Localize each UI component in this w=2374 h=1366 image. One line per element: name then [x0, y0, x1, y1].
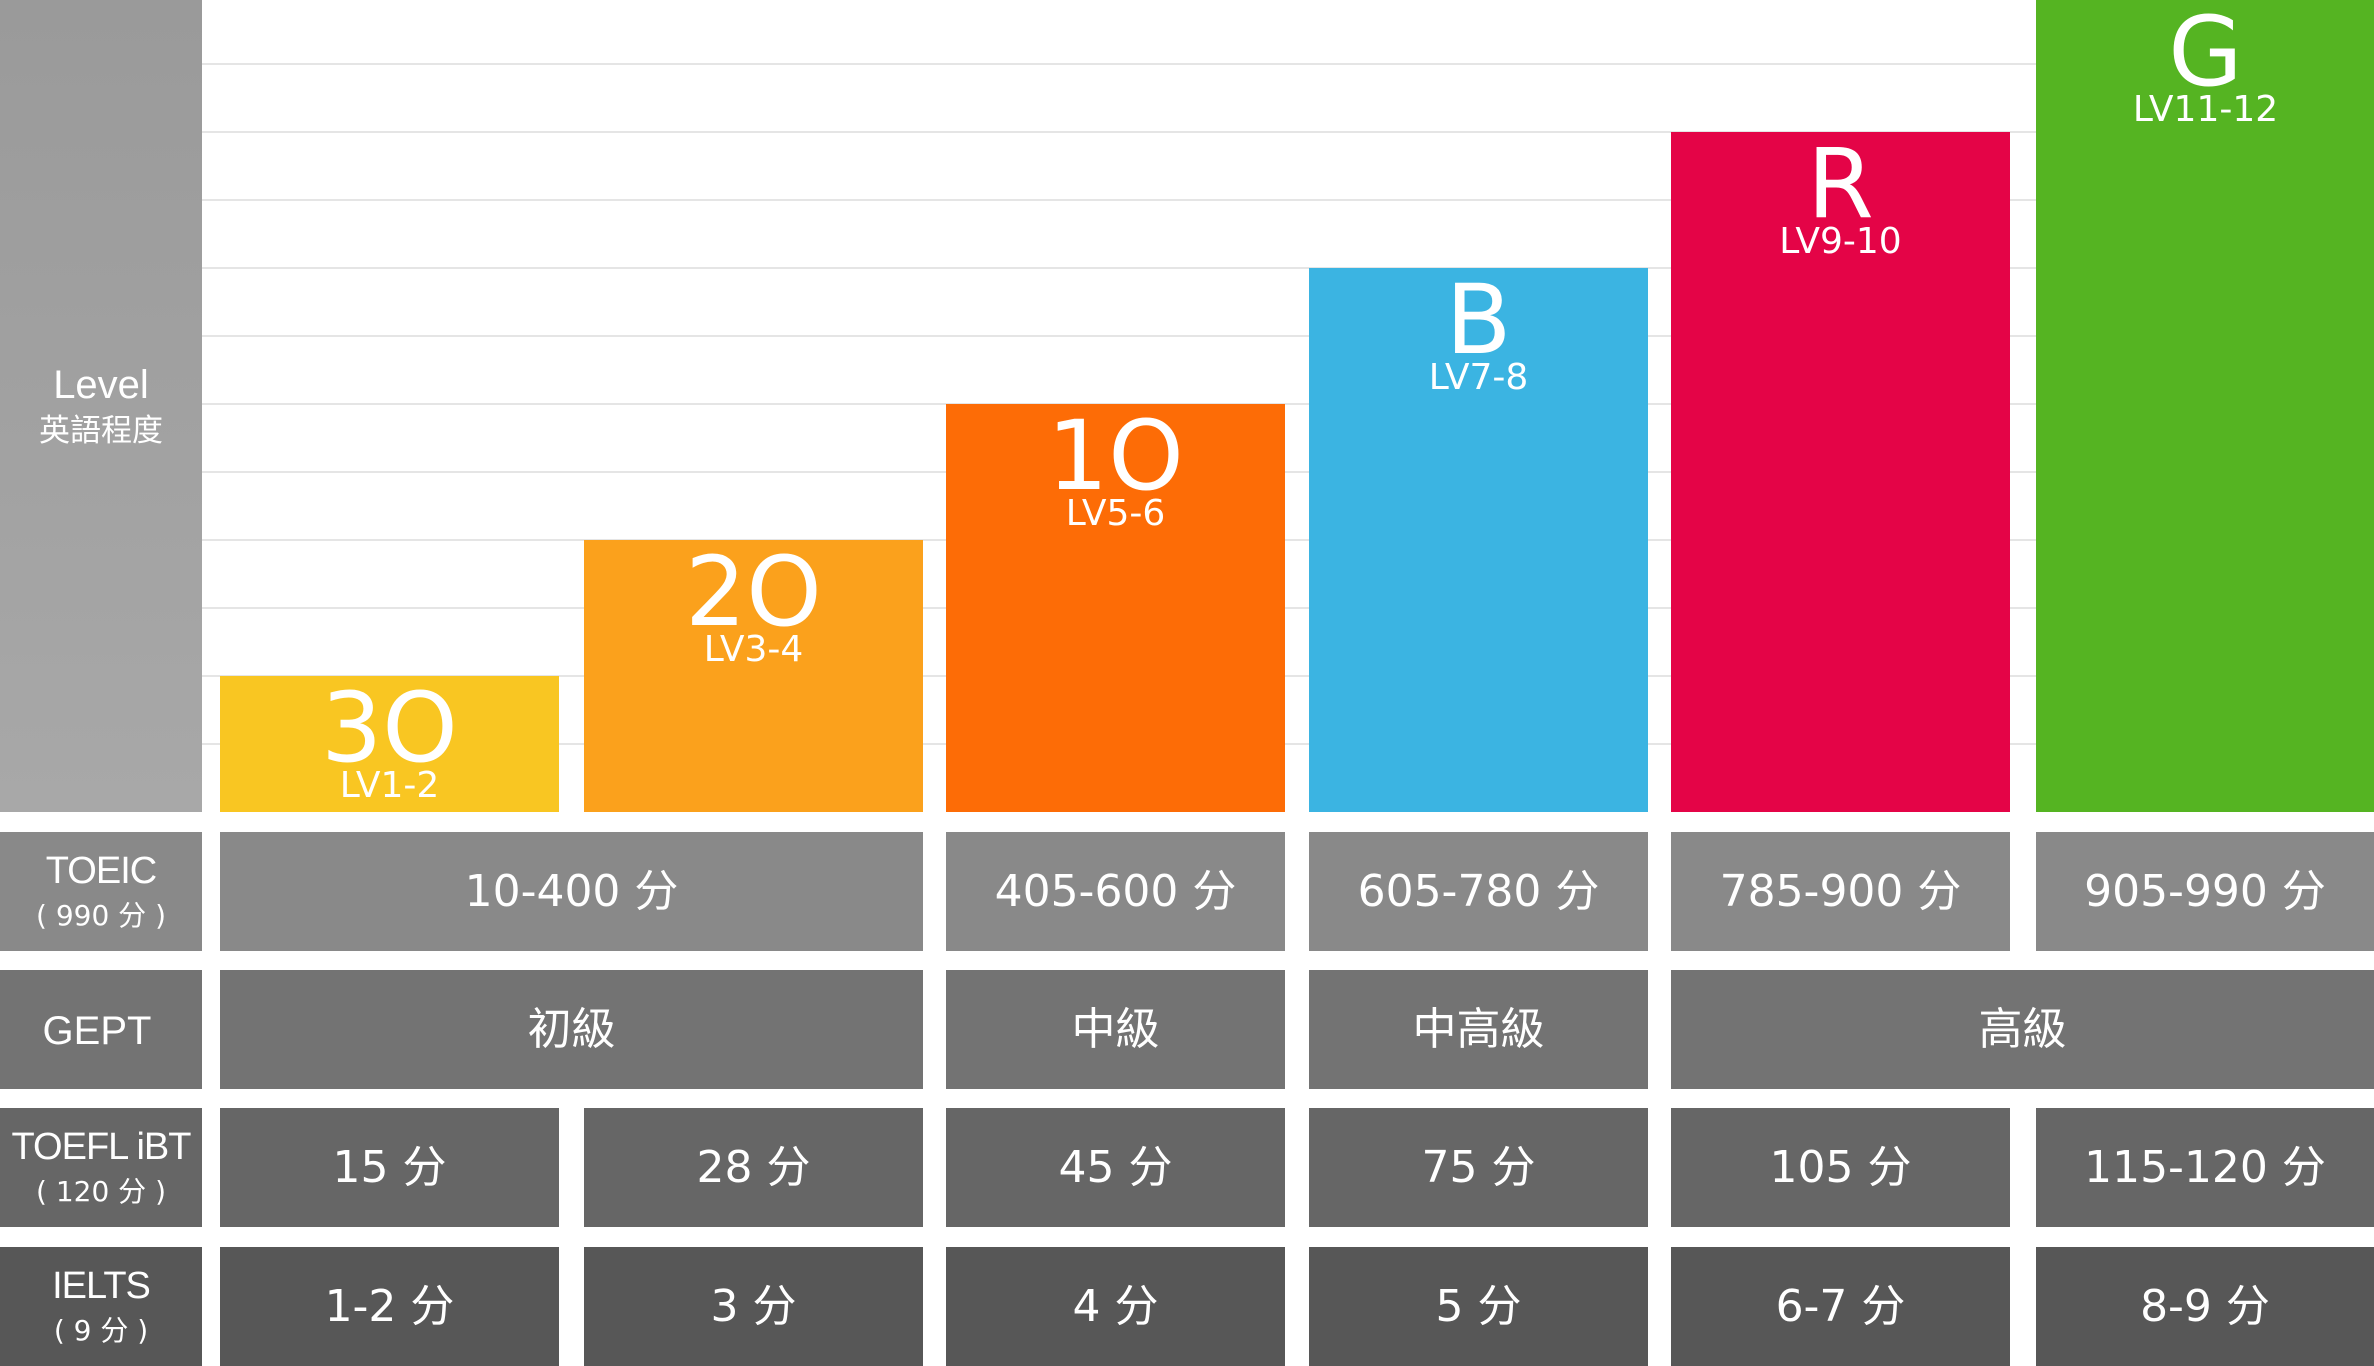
table-cell: [946, 970, 1285, 1089]
table-cell: [1671, 1108, 2010, 1227]
table-row-toeic: TOEIC ( 990 分 ) 10-400 分 405-600 分 605-780 分…: [0, 832, 2374, 951]
bar-category-label: G: [2168, 0, 2242, 108]
row-header-sublabel: ( 120 分 ): [36, 1175, 166, 1208]
row-header-label: TOEIC: [46, 850, 156, 892]
level-axis-background: [0, 0, 202, 812]
table-cell-text: 中高級: [1413, 1004, 1545, 1055]
table-cell-text: 105 分: [1770, 1142, 1912, 1193]
table-cell: [1671, 832, 2010, 951]
table-cell-text: 初級: [528, 1004, 616, 1055]
table-cell: [946, 832, 1285, 951]
bar-level-label: LV3-4: [704, 629, 804, 670]
table-cell-text: 3 分: [711, 1281, 797, 1332]
table-cell: [584, 1247, 923, 1366]
table-cell: [584, 1108, 923, 1227]
table-cell-text: 高級: [1979, 1004, 2067, 1055]
table-cell: [1309, 970, 1648, 1089]
table-cell-text: 8-9 分: [2140, 1281, 2270, 1332]
bar-category-label: 1O: [1047, 400, 1184, 512]
table-cell: [2036, 1247, 2374, 1366]
table-cell: [1671, 1247, 2010, 1366]
bar: [220, 676, 559, 812]
bar: [2036, 0, 2374, 812]
row-header-sublabel: ( 990 分 ): [36, 899, 166, 932]
table-cell-text: 6-7 分: [1776, 1281, 1906, 1332]
table-cell-text: 405-600 分: [995, 866, 1237, 917]
table-cell-text: 115-120 分: [2084, 1142, 2326, 1193]
bar-level-label: LV5-6: [1066, 493, 1166, 534]
table-cell: [220, 832, 923, 951]
bar-category-label: 3O: [321, 672, 458, 784]
bar-level-label: LV1-2: [340, 765, 440, 806]
bar-level-label: LV7-8: [1429, 357, 1529, 398]
table-cell-text: 5 分: [1436, 1281, 1522, 1332]
table-cell: [946, 1108, 1285, 1227]
bar-level-label: LV9-10: [1779, 221, 1901, 262]
row-header-sublabel: ( 9 分 ): [54, 1314, 148, 1347]
table-cell: [1309, 1108, 1648, 1227]
bar: [946, 404, 1285, 812]
bar-category-label: R: [1807, 128, 1874, 240]
table-cell-text: 785-900 分: [1720, 866, 1962, 917]
bar-level-label: LV11-12: [2133, 89, 2278, 130]
bar-category-label: B: [1446, 264, 1512, 376]
table-cell: [2036, 832, 2374, 951]
table-cell: [220, 1247, 559, 1366]
table-cell-text: 4 分: [1073, 1281, 1159, 1332]
table-cell: [220, 970, 923, 1089]
bar-category-label: 2O: [685, 536, 822, 648]
table-cell-text: 28 分: [697, 1142, 811, 1193]
table-cell-text: 605-780 分: [1358, 866, 1600, 917]
table-cell: [946, 1247, 1285, 1366]
level-axis-panel: Level 英語程度: [0, 0, 202, 812]
table-row-toefl: TOEFL iBT ( 120 分 ) 15 分 28 分 45 分 75 分 105 分 1…: [0, 1108, 2374, 1227]
bar: [1671, 132, 2010, 812]
table-cell-text: 中級: [1072, 1004, 1160, 1055]
table-cell: [1309, 832, 1648, 951]
row-header-cell: [0, 970, 202, 1089]
level-axis-title: Level: [53, 363, 149, 407]
bar: [584, 540, 923, 812]
row-header-cell: [0, 832, 202, 951]
table-cell: [1671, 970, 2374, 1089]
table-cell: [1309, 1247, 1648, 1366]
row-header-label: TOEFL iBT: [12, 1126, 192, 1168]
row-header-cell: [0, 1108, 202, 1227]
bars: 3OLV1-22OLV3-41OLV5-6BLV7-8RLV9-10GLV11-…: [220, 0, 2374, 812]
table-cell: [220, 1108, 559, 1227]
table-cell-text: 1-2 分: [325, 1281, 455, 1332]
table-cell-text: 15 分: [333, 1142, 447, 1193]
level-axis-subtitle: 英語程度: [39, 413, 163, 449]
row-header-label: IELTS: [52, 1265, 150, 1307]
row-header-cell: [0, 1247, 202, 1366]
table-cell-text: 75 分: [1422, 1142, 1536, 1193]
table-cell-text: 10-400 分: [465, 866, 679, 917]
bar: [1309, 268, 1648, 812]
table-cell: [2036, 1108, 2374, 1227]
grid-lines: [202, 63, 2374, 745]
row-header-label: GEPT: [43, 1009, 152, 1053]
score-table: TOEIC ( 990 分 ) 10-400 分 405-600 分 605-780 分…: [0, 832, 2374, 1366]
table-cell-text: 905-990 分: [2084, 866, 2326, 917]
table-cell-text: 45 分: [1059, 1142, 1173, 1193]
table-row-gept: GEPT 初級 中級 中高級 高級: [0, 970, 2374, 1089]
table-row-ielts: IELTS ( 9 分 ) 1-2 分 3 分 4 分 5 分 6-7 分 8-9 分: [0, 1247, 2374, 1366]
